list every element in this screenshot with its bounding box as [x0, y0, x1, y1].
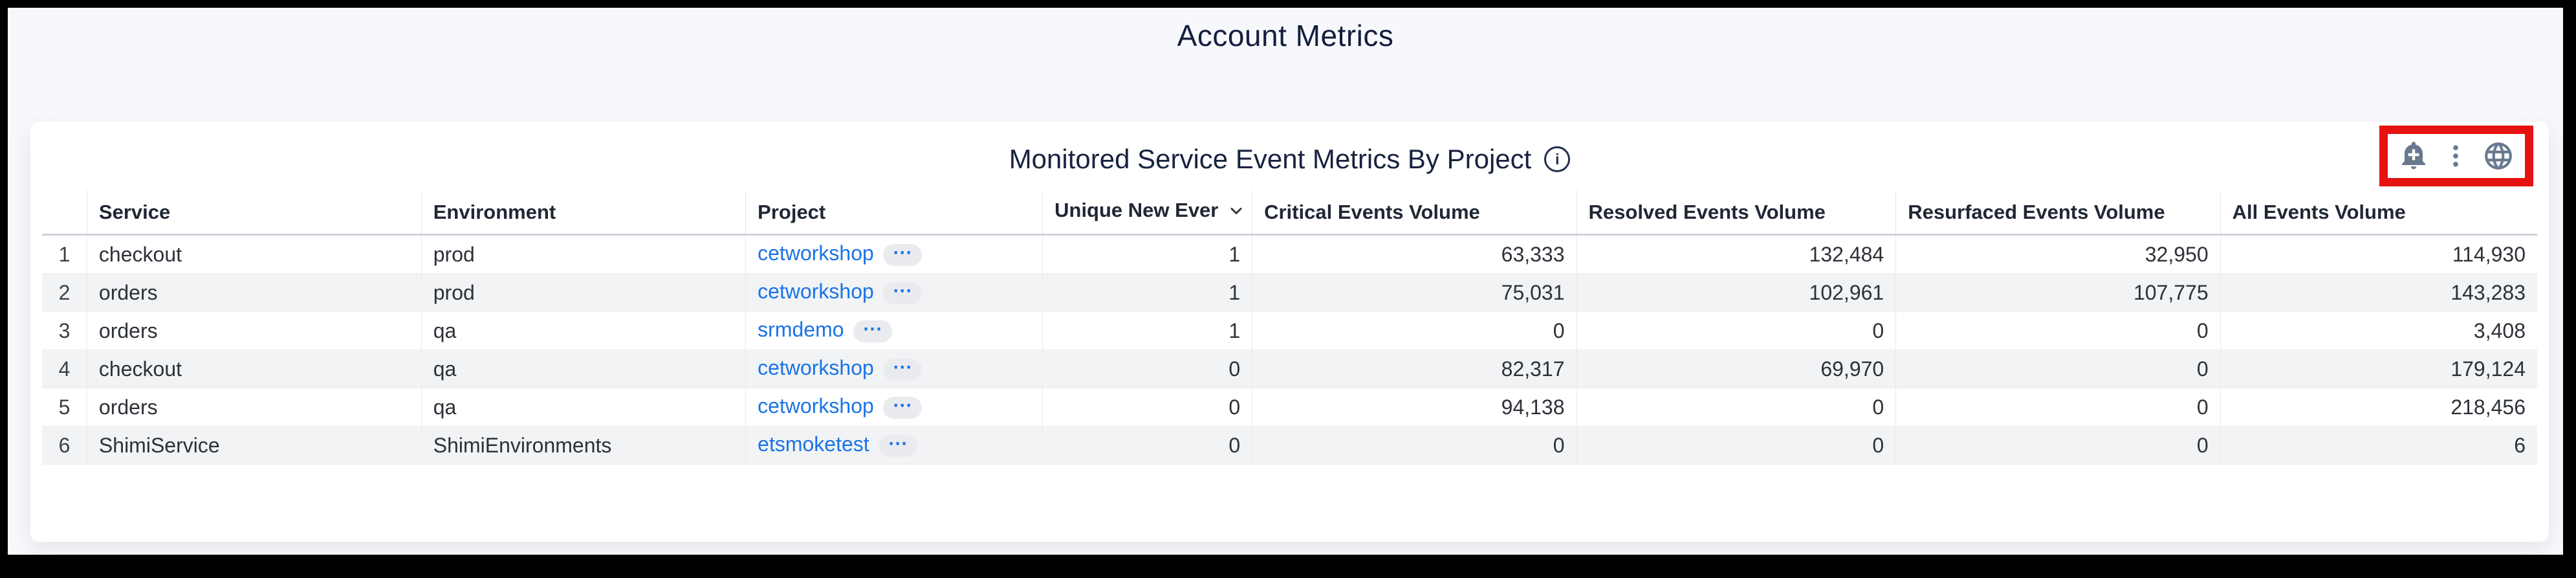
- project-link[interactable]: cetworkshop: [758, 356, 874, 379]
- resolved-events-volume-cell: 0: [1576, 426, 1896, 465]
- project-link[interactable]: srmdemo: [758, 318, 844, 341]
- all-events-volume-cell: 114,930: [2220, 234, 2537, 274]
- row-number: 3: [42, 311, 87, 350]
- resurfaced-events-volume-cell: 32,950: [1895, 234, 2221, 274]
- resolved-events-volume-cell: 69,970: [1576, 350, 1896, 388]
- row-number: 2: [42, 273, 87, 312]
- unique-new-events-cell: 0: [1042, 350, 1252, 388]
- project-link[interactable]: cetworkshop: [758, 280, 874, 303]
- all-events-volume-cell: 179,124: [2220, 350, 2537, 388]
- card-header: Monitored Service Event Metrics By Proje…: [30, 122, 2549, 186]
- all-events-volume-cell: 143,283: [2220, 273, 2537, 312]
- column-header-critical-events-volume[interactable]: Critical Events Volume: [1252, 190, 1577, 236]
- info-icon[interactable]: i: [1544, 146, 1571, 172]
- row-number: 1: [42, 234, 87, 274]
- project-more-pill[interactable]: ⋯: [882, 243, 922, 266]
- unique-new-events-cell: 0: [1042, 426, 1252, 465]
- column-header-resolved-events-volume[interactable]: Resolved Events Volume: [1576, 190, 1896, 236]
- table-row: 5 orders qa cetworkshop ⋯ 0 94,138 0 0 21…: [42, 388, 2537, 427]
- unique-new-events-cell: 1: [1042, 311, 1252, 350]
- globe-icon: [2482, 140, 2515, 172]
- project-link[interactable]: cetworkshop: [758, 394, 874, 417]
- critical-events-volume-cell: 94,138: [1252, 388, 1577, 427]
- environment-cell: qa: [420, 311, 746, 350]
- resurfaced-events-volume-cell: 0: [1895, 388, 2221, 427]
- service-cell: checkout: [86, 350, 422, 388]
- add-alert-icon: [2398, 140, 2429, 172]
- environment-cell: prod: [420, 234, 746, 274]
- unique-new-events-cell: 1: [1042, 234, 1252, 274]
- table-row: 3 orders qa srmdemo ⋯ 1 0 0 0 3,408: [42, 311, 2537, 350]
- critical-events-volume-cell: 0: [1252, 426, 1577, 465]
- chevron-down-icon: [1227, 202, 1245, 225]
- annotation-highlight-box: [2379, 126, 2533, 186]
- column-header-service[interactable]: Service: [86, 190, 422, 236]
- project-more-pill[interactable]: ⋯: [882, 396, 922, 419]
- column-header-row-number: [42, 190, 87, 236]
- row-number: 4: [42, 350, 87, 388]
- resurfaced-events-volume-cell: 107,775: [1895, 273, 2221, 312]
- column-header-project[interactable]: Project: [745, 190, 1043, 236]
- service-cell: orders: [86, 311, 422, 350]
- column-header-unique-new-events[interactable]: Unique New Ever: [1042, 190, 1252, 236]
- add-alert-button[interactable]: [2398, 140, 2429, 172]
- unique-new-events-cell: 0: [1042, 388, 1252, 427]
- resurfaced-events-volume-cell: 0: [1895, 426, 2221, 465]
- resolved-events-volume-cell: 102,961: [1576, 273, 1896, 312]
- metrics-card: Monitored Service Event Metrics By Proje…: [30, 122, 2549, 542]
- table-row: 1 checkout prod cetworkshop ⋯ 1 63,333 13…: [42, 234, 2537, 274]
- project-cell: cetworkshop ⋯: [745, 350, 1043, 388]
- critical-events-volume-cell: 75,031: [1252, 273, 1577, 312]
- project-more-pill[interactable]: ⋯: [882, 282, 922, 304]
- service-cell: orders: [86, 388, 422, 427]
- column-header-resurfaced-events-volume[interactable]: Resurfaced Events Volume: [1895, 190, 2221, 236]
- column-header-label: Unique New Ever: [1054, 199, 1219, 221]
- table-header-row: Service Environment Project Unique New E…: [42, 190, 2537, 236]
- project-cell: cetworkshop ⋯: [745, 388, 1043, 427]
- project-cell: srmdemo ⋯: [745, 311, 1043, 350]
- service-cell: orders: [86, 273, 422, 312]
- environment-cell: qa: [420, 388, 746, 427]
- unique-new-events-cell: 1: [1042, 273, 1252, 312]
- service-cell: ShimiService: [86, 426, 422, 465]
- project-more-pill[interactable]: ⋯: [853, 320, 892, 342]
- resolved-events-volume-cell: 132,484: [1576, 234, 1896, 274]
- more-options-button[interactable]: [2441, 142, 2470, 170]
- project-cell: etsmoketest ⋯: [745, 426, 1043, 465]
- all-events-volume-cell: 218,456: [2220, 388, 2537, 427]
- project-cell: cetworkshop ⋯: [745, 234, 1043, 274]
- card-title: Monitored Service Event Metrics By Proje…: [1009, 144, 1532, 174]
- globe-button[interactable]: [2482, 140, 2515, 172]
- table-row: 2 orders prod cetworkshop ⋯ 1 75,031 102,…: [42, 273, 2537, 312]
- table-row: 6 ShimiService ShimiEnvironments etsmoke…: [42, 426, 2537, 465]
- resurfaced-events-volume-cell: 0: [1895, 350, 2221, 388]
- project-more-pill[interactable]: ⋯: [878, 434, 917, 457]
- row-number: 6: [42, 426, 87, 465]
- column-header-all-events-volume[interactable]: All Events Volume: [2220, 190, 2537, 236]
- project-link[interactable]: etsmoketest: [758, 432, 869, 456]
- project-cell: cetworkshop ⋯: [745, 273, 1043, 312]
- environment-cell: qa: [420, 350, 746, 388]
- all-events-volume-cell: 3,408: [2220, 311, 2537, 350]
- environment-cell: prod: [420, 273, 746, 312]
- metrics-table: Service Environment Project Unique New E…: [42, 190, 2537, 465]
- resurfaced-events-volume-cell: 0: [1895, 311, 2221, 350]
- environment-cell: ShimiEnvironments: [420, 426, 746, 465]
- service-cell: checkout: [86, 234, 422, 274]
- critical-events-volume-cell: 82,317: [1252, 350, 1577, 388]
- critical-events-volume-cell: 0: [1252, 311, 1577, 350]
- row-number: 5: [42, 388, 87, 427]
- resolved-events-volume-cell: 0: [1576, 388, 1896, 427]
- table-row: 4 checkout qa cetworkshop ⋯ 0 82,317 69,9…: [42, 350, 2537, 388]
- critical-events-volume-cell: 63,333: [1252, 234, 1577, 274]
- project-link[interactable]: cetworkshop: [758, 241, 874, 265]
- all-events-volume-cell: 6: [2220, 426, 2537, 465]
- kebab-menu-icon: [2441, 142, 2470, 170]
- resolved-events-volume-cell: 0: [1576, 311, 1896, 350]
- column-header-environment[interactable]: Environment: [420, 190, 746, 236]
- project-more-pill[interactable]: ⋯: [882, 358, 922, 381]
- page-title: Account Metrics: [1177, 19, 1394, 52]
- dashboard-page: Account Metrics Monitored Service Event …: [8, 8, 2563, 555]
